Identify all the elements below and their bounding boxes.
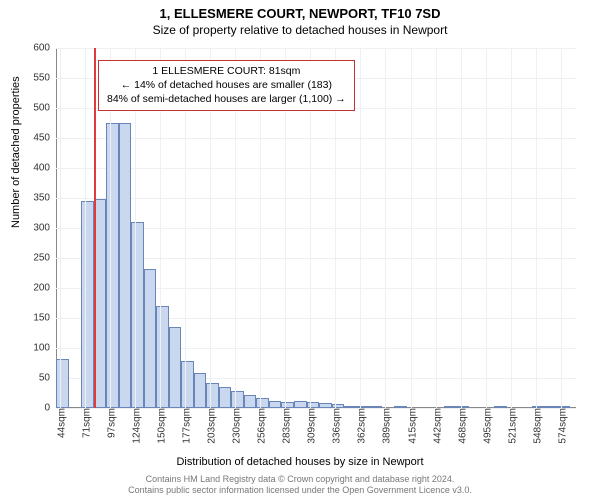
histogram-bar (181, 361, 194, 408)
histogram-bar (219, 387, 232, 408)
x-tick-label: 495sqm (478, 408, 493, 444)
x-tick-label: 389sqm (378, 408, 393, 444)
y-tick-label: 200 (33, 283, 56, 294)
y-tick-label: 550 (33, 73, 56, 84)
y-tick-label: 450 (33, 133, 56, 144)
histogram-bar (244, 395, 257, 408)
chart-title: 1, ELLESMERE COURT, NEWPORT, TF10 7SD (0, 6, 600, 21)
histogram-bar (169, 327, 182, 408)
y-tick-label: 50 (39, 373, 56, 384)
histogram-bar (194, 373, 207, 408)
x-tick-label: 548sqm (528, 408, 543, 444)
y-tick-label: 400 (33, 163, 56, 174)
histogram-bar (256, 398, 269, 408)
histogram-bar (269, 401, 282, 408)
histogram-bar (231, 391, 244, 408)
grid-line-v (536, 48, 537, 408)
y-tick-label: 350 (33, 193, 56, 204)
y-tick-label: 250 (33, 253, 56, 264)
x-tick-label: 336sqm (328, 408, 343, 444)
histogram-bar (144, 269, 157, 408)
plot-region: 05010015020025030035040045050055060044sq… (56, 48, 576, 408)
x-tick-label: 309sqm (303, 408, 318, 444)
chart-subtitle: Size of property relative to detached ho… (0, 23, 600, 37)
grid-line-v (85, 48, 86, 408)
x-tick-label: 521sqm (503, 408, 518, 444)
chart-plot-area: 05010015020025030035040045050055060044sq… (56, 48, 576, 408)
histogram-bar (106, 123, 119, 408)
x-tick-label: 44sqm (52, 408, 67, 438)
y-tick-label: 500 (33, 103, 56, 114)
x-tick-label: 177sqm (178, 408, 193, 444)
grid-line-v (436, 48, 437, 408)
annotation-line: 1 ELLESMERE COURT: 81sqm (107, 64, 346, 78)
reference-line (94, 48, 96, 408)
x-axis-title: Distribution of detached houses by size … (0, 456, 600, 468)
histogram-bar (56, 359, 69, 408)
grid-line-v (511, 48, 512, 408)
histogram-bar (81, 201, 94, 408)
x-tick-label: 468sqm (453, 408, 468, 444)
y-tick-label: 100 (33, 343, 56, 354)
footer-attribution: Contains HM Land Registry data © Crown c… (0, 474, 600, 497)
histogram-bar (294, 401, 307, 408)
y-axis-title: Number of detached properties (10, 76, 22, 228)
grid-line-v (385, 48, 386, 408)
y-tick-label: 600 (33, 43, 56, 54)
x-tick-label: 283sqm (278, 408, 293, 444)
histogram-bar (206, 383, 219, 408)
histogram-bar (119, 123, 132, 408)
grid-line-v (60, 48, 61, 408)
annotation-line: ← 14% of detached houses are smaller (18… (107, 78, 346, 92)
x-tick-label: 150sqm (153, 408, 168, 444)
grid-line-v (461, 48, 462, 408)
x-tick-label: 362sqm (353, 408, 368, 444)
x-tick-label: 97sqm (102, 408, 117, 438)
x-tick-label: 230sqm (228, 408, 243, 444)
x-tick-label: 124sqm (127, 408, 142, 444)
grid-line-v (360, 48, 361, 408)
x-tick-label: 203sqm (203, 408, 218, 444)
histogram-bar (131, 222, 144, 408)
histogram-bar (156, 306, 169, 408)
x-tick-label: 415sqm (403, 408, 418, 444)
annotation-line: 84% of semi-detached houses are larger (… (107, 92, 346, 106)
grid-line-v (561, 48, 562, 408)
y-tick-label: 300 (33, 223, 56, 234)
title-block: 1, ELLESMERE COURT, NEWPORT, TF10 7SD Si… (0, 0, 600, 37)
x-tick-label: 442sqm (428, 408, 443, 444)
x-tick-label: 71sqm (77, 408, 92, 438)
y-tick-label: 150 (33, 313, 56, 324)
annotation-box: 1 ELLESMERE COURT: 81sqm← 14% of detache… (98, 60, 355, 111)
grid-line-v (486, 48, 487, 408)
footer-line-2: Contains public sector information licen… (0, 485, 600, 496)
x-tick-label: 256sqm (253, 408, 268, 444)
grid-line-v (411, 48, 412, 408)
footer-line-1: Contains HM Land Registry data © Crown c… (0, 474, 600, 485)
x-tick-label: 574sqm (553, 408, 568, 444)
